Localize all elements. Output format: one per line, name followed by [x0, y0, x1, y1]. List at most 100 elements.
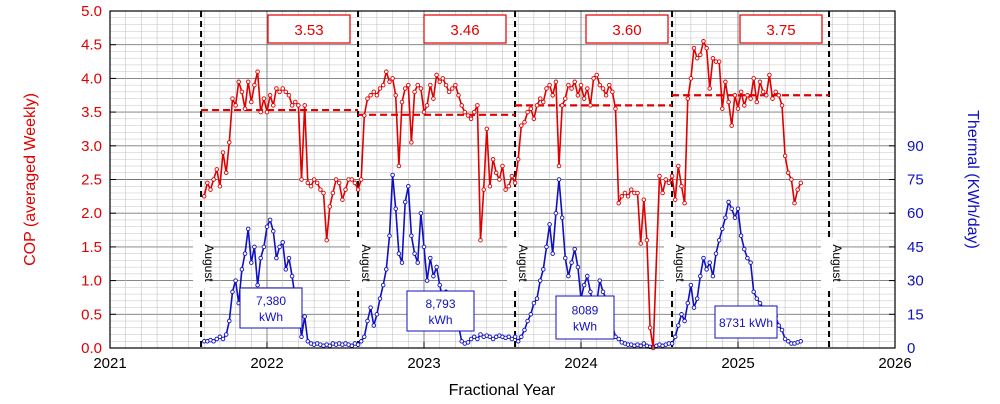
thermal-point [698, 273, 703, 279]
y-tick-label-right: 45 [907, 239, 924, 256]
kwh-box-unit: kWh [259, 310, 283, 324]
grid [109, 10, 896, 349]
x-tick-label: 2022 [250, 355, 283, 372]
y-tick-label-right: 60 [907, 205, 924, 222]
thermal-point [387, 233, 392, 238]
thermal-point [302, 314, 307, 319]
thermal-point [418, 210, 424, 216]
cop-point [547, 82, 552, 88]
thermal-point [575, 264, 581, 270]
thermal-point [220, 336, 226, 342]
cop-point [314, 180, 320, 186]
thermal-point [490, 336, 496, 342]
cop-point [384, 69, 389, 74]
y-tick-label-left: 0.5 [81, 306, 102, 323]
cop-point [418, 86, 424, 91]
august-label: August [830, 244, 844, 282]
cop-point [446, 89, 452, 95]
cop-point [368, 93, 373, 98]
thermal-point [471, 334, 477, 340]
thermal-point [267, 217, 273, 223]
thermal-point [465, 340, 471, 345]
cop-point [233, 103, 238, 108]
cop-point [236, 79, 241, 85]
cop-point [553, 79, 559, 85]
cop-point [468, 116, 474, 122]
cop-point [396, 163, 402, 169]
cop-point [785, 170, 791, 176]
cop-point [296, 103, 301, 108]
thermal-point [271, 228, 276, 234]
y-tick-label-left: 5.0 [81, 3, 102, 20]
cop-box [585, 14, 669, 44]
cop-point [211, 177, 216, 182]
cop-point [663, 177, 669, 182]
thermal-point [691, 305, 697, 310]
thermal-point [685, 300, 691, 306]
cop-point [393, 93, 398, 98]
y-tick-label-right: 30 [907, 273, 924, 290]
x-tick-label: 2023 [407, 355, 440, 372]
cop-point [519, 123, 524, 128]
thermal-point [519, 334, 524, 340]
cop-point [647, 325, 653, 331]
thermal-point [277, 244, 282, 250]
cop-point [591, 76, 596, 81]
thermal-point [368, 305, 373, 310]
cop-point [566, 82, 571, 88]
thermal-point [421, 244, 427, 250]
thermal-point [738, 233, 744, 238]
cop-point [707, 86, 712, 91]
thermal-point [258, 255, 263, 261]
august-label: August [202, 244, 216, 282]
thermal-point [217, 334, 223, 340]
thermal-point [261, 244, 267, 250]
cop-point [581, 96, 587, 101]
thermal-point [710, 273, 716, 279]
cop-point [261, 96, 267, 101]
thermal-point [732, 215, 738, 220]
kwh-box-unit: kWh [573, 320, 597, 334]
cop-point [274, 86, 279, 91]
cop-point [371, 89, 377, 95]
thermal-point [252, 244, 257, 250]
cop-point [377, 86, 383, 91]
thermal-point [371, 323, 377, 328]
thermal-point [428, 255, 433, 261]
cop-point [230, 96, 235, 101]
thermal-point [365, 318, 370, 324]
cop-point [214, 167, 220, 172]
cop-box [739, 14, 823, 44]
thermal-point [547, 222, 552, 227]
cop-point [217, 183, 223, 189]
x-tick-label: 2026 [878, 355, 911, 372]
thermal-point [305, 339, 311, 344]
cop-point [409, 140, 414, 145]
thermal-point [283, 267, 289, 272]
thermal-point [704, 267, 709, 272]
cop-point [327, 204, 333, 209]
cop-point [782, 153, 788, 159]
thermal-point [735, 206, 741, 211]
y-tick-label-left: 3.0 [81, 138, 102, 155]
thermal-point [487, 334, 493, 340]
thermal-point [569, 260, 574, 265]
cop-point [757, 79, 763, 85]
thermal-point [688, 282, 694, 288]
thermal-point [214, 336, 220, 342]
cop-point [512, 180, 518, 186]
cop-point [531, 116, 537, 122]
cop-point [528, 106, 534, 111]
august-label: August [359, 244, 373, 282]
y-tick-label-right: 90 [907, 138, 924, 155]
cop-point [679, 183, 684, 189]
thermal-point [566, 273, 571, 279]
cop-point [588, 103, 593, 108]
thermal-point [412, 251, 417, 256]
y-tick-label-left: 1.5 [81, 239, 102, 256]
august-label-bg [664, 238, 681, 288]
y-tick-label-right: 15 [907, 306, 924, 323]
cop-point [625, 194, 631, 199]
cop-point [735, 106, 741, 111]
cop-point [321, 190, 326, 196]
